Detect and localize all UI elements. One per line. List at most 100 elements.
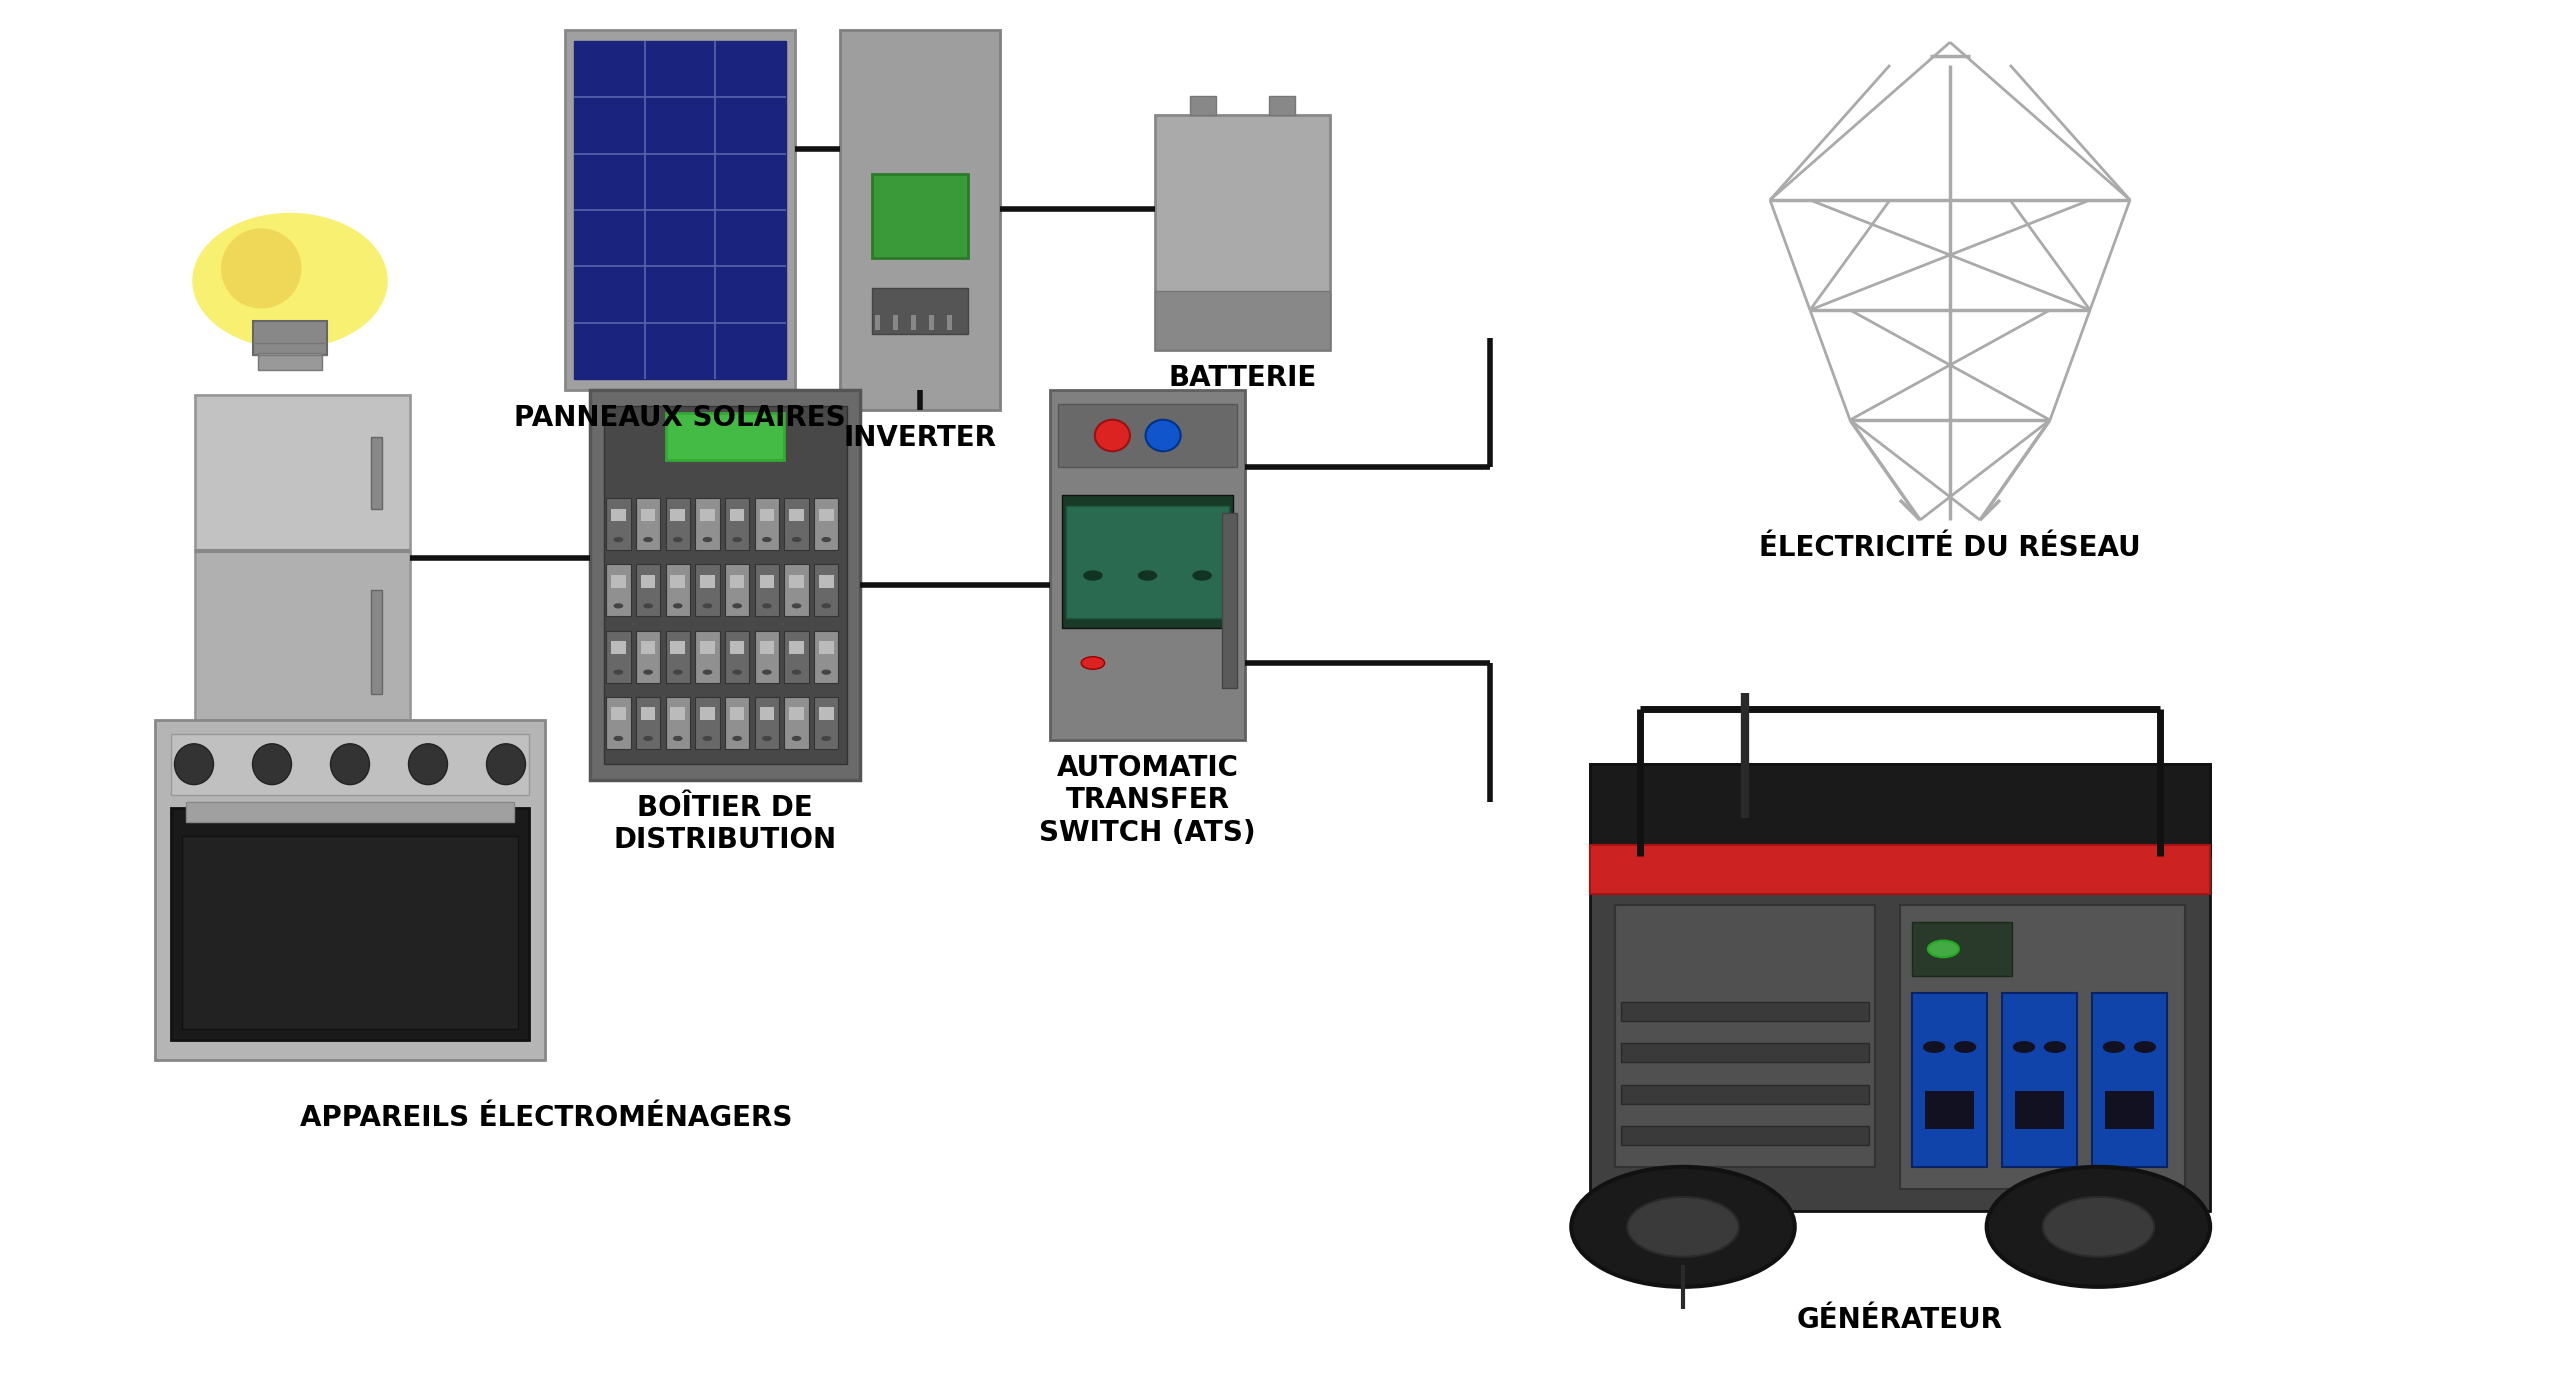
Bar bbox=[612, 642, 625, 654]
Bar bbox=[701, 708, 714, 720]
Bar bbox=[814, 499, 840, 550]
Bar bbox=[187, 801, 515, 822]
Bar bbox=[696, 631, 719, 683]
Circle shape bbox=[732, 537, 742, 543]
Ellipse shape bbox=[1096, 419, 1129, 451]
Text: AUTOMATIC
TRANSFER
SWITCH (ATS): AUTOMATIC TRANSFER SWITCH (ATS) bbox=[1039, 754, 1257, 846]
Circle shape bbox=[1923, 1041, 1946, 1052]
Circle shape bbox=[763, 669, 771, 675]
Circle shape bbox=[2043, 1041, 2066, 1052]
Bar bbox=[640, 574, 655, 588]
Text: BATTERIE: BATTERIE bbox=[1167, 364, 1316, 392]
Bar bbox=[666, 565, 691, 616]
Circle shape bbox=[643, 537, 653, 543]
Bar bbox=[607, 565, 630, 616]
Bar bbox=[1620, 1002, 1869, 1021]
Bar bbox=[635, 697, 660, 749]
Bar bbox=[640, 508, 655, 522]
Bar bbox=[755, 631, 778, 683]
Bar bbox=[696, 697, 719, 749]
Bar bbox=[156, 720, 545, 1059]
Bar bbox=[873, 174, 968, 258]
Bar bbox=[607, 631, 630, 683]
Bar bbox=[607, 697, 630, 749]
Circle shape bbox=[1928, 941, 1958, 958]
Bar bbox=[701, 508, 714, 522]
Bar bbox=[607, 499, 630, 550]
Bar bbox=[1590, 764, 2209, 1210]
Bar bbox=[783, 499, 809, 550]
Bar bbox=[604, 405, 847, 764]
Bar bbox=[1057, 404, 1236, 467]
Bar bbox=[893, 315, 899, 330]
Circle shape bbox=[614, 537, 622, 543]
Circle shape bbox=[822, 669, 832, 675]
Text: ÉLECTRICITÉ DU RÉSEAU: ÉLECTRICITÉ DU RÉSEAU bbox=[1759, 533, 2140, 562]
Bar bbox=[666, 499, 691, 550]
Bar bbox=[1925, 1091, 1974, 1129]
Bar bbox=[760, 708, 773, 720]
Ellipse shape bbox=[174, 743, 212, 785]
Bar bbox=[259, 353, 323, 370]
Bar bbox=[1270, 96, 1295, 115]
Bar bbox=[783, 565, 809, 616]
Bar bbox=[640, 708, 655, 720]
Bar bbox=[947, 315, 952, 330]
Circle shape bbox=[701, 603, 712, 609]
Circle shape bbox=[643, 736, 653, 741]
Bar bbox=[724, 631, 750, 683]
Circle shape bbox=[822, 537, 832, 543]
Text: APPAREILS ÉLECTROMÉNAGERS: APPAREILS ÉLECTROMÉNAGERS bbox=[300, 1103, 794, 1132]
Bar bbox=[1190, 96, 1216, 115]
Bar bbox=[755, 565, 778, 616]
Circle shape bbox=[2102, 1041, 2125, 1052]
Bar bbox=[788, 574, 804, 588]
Bar bbox=[929, 315, 934, 330]
Circle shape bbox=[673, 669, 684, 675]
Ellipse shape bbox=[330, 743, 369, 785]
Bar bbox=[724, 697, 750, 749]
Circle shape bbox=[732, 669, 742, 675]
Bar bbox=[2015, 1091, 2063, 1129]
Bar bbox=[730, 708, 745, 720]
Bar bbox=[182, 835, 517, 1029]
Circle shape bbox=[614, 669, 622, 675]
Circle shape bbox=[2132, 1041, 2156, 1052]
Bar bbox=[666, 631, 691, 683]
Bar bbox=[814, 697, 840, 749]
Bar bbox=[1912, 922, 2012, 976]
Circle shape bbox=[822, 736, 832, 741]
Circle shape bbox=[1572, 1167, 1795, 1287]
Circle shape bbox=[673, 537, 684, 543]
Bar bbox=[760, 574, 773, 588]
Bar bbox=[760, 508, 773, 522]
Circle shape bbox=[1953, 1041, 1976, 1052]
Bar bbox=[814, 565, 840, 616]
Ellipse shape bbox=[253, 743, 292, 785]
Bar bbox=[760, 642, 773, 654]
Bar bbox=[671, 642, 686, 654]
Text: PANNEAUX SOLAIRES: PANNEAUX SOLAIRES bbox=[515, 404, 845, 431]
Circle shape bbox=[2043, 1197, 2156, 1257]
Bar bbox=[788, 508, 804, 522]
Bar bbox=[671, 708, 686, 720]
Bar bbox=[755, 499, 778, 550]
Bar bbox=[701, 574, 714, 588]
Circle shape bbox=[1987, 1167, 2209, 1287]
Circle shape bbox=[763, 603, 771, 609]
Circle shape bbox=[763, 537, 771, 543]
Bar bbox=[1590, 845, 2209, 894]
Bar bbox=[873, 289, 968, 334]
Bar bbox=[371, 437, 381, 508]
Bar bbox=[195, 394, 410, 551]
Circle shape bbox=[791, 736, 801, 741]
Bar bbox=[172, 734, 530, 794]
Circle shape bbox=[701, 669, 712, 675]
Bar bbox=[724, 565, 750, 616]
Bar bbox=[1155, 291, 1331, 350]
Circle shape bbox=[791, 537, 801, 543]
Circle shape bbox=[763, 736, 771, 741]
Circle shape bbox=[673, 603, 684, 609]
Bar bbox=[788, 708, 804, 720]
Circle shape bbox=[791, 669, 801, 675]
